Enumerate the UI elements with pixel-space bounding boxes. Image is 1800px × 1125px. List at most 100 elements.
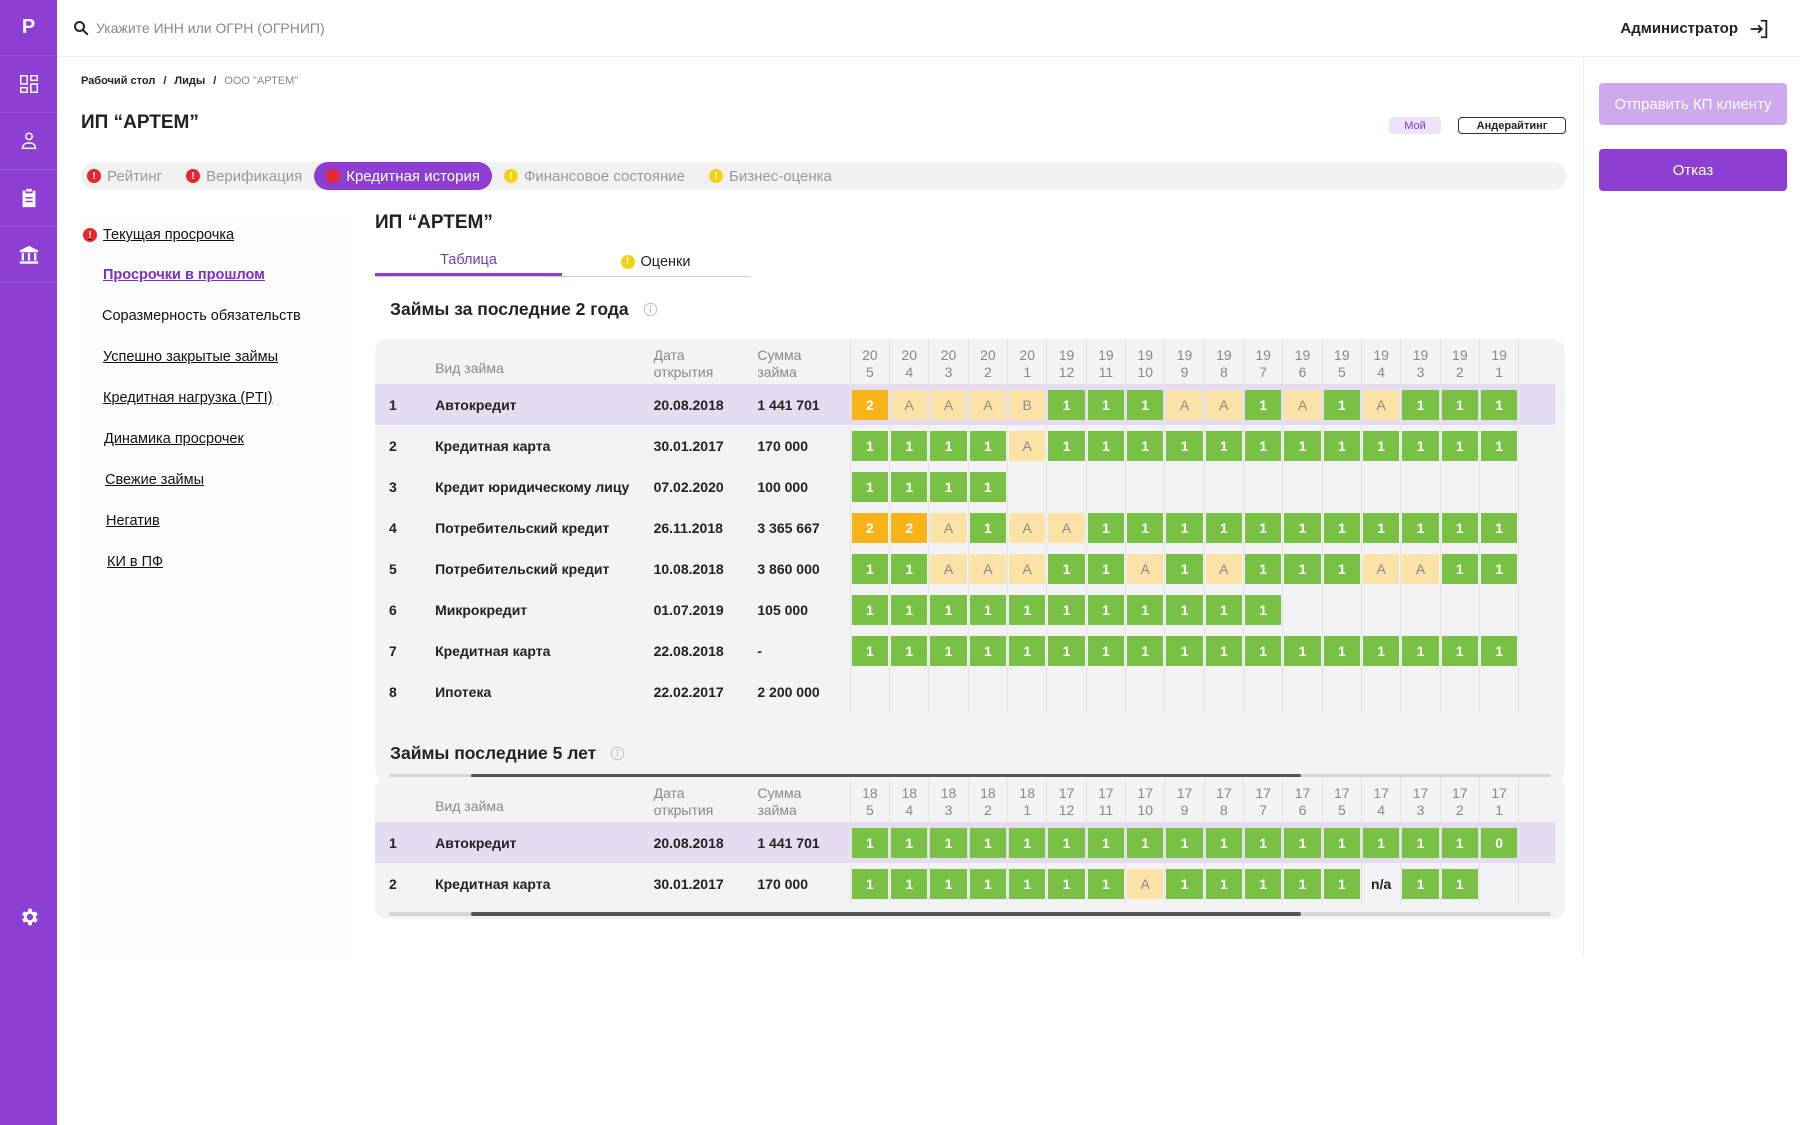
payment-status[interactable]: A <box>1009 512 1046 543</box>
payment-status[interactable]: 1 <box>891 868 928 899</box>
payment-status[interactable]: 1 <box>1205 635 1243 666</box>
payment-status[interactable]: 1 <box>1323 827 1360 858</box>
payment-status[interactable]: 1 <box>1245 512 1282 543</box>
payment-status[interactable]: 1 <box>1480 553 1518 584</box>
payment-status[interactable]: 1 <box>1048 594 1085 625</box>
payment-status[interactable]: 1 <box>1284 868 1321 899</box>
payment-status[interactable]: 1 <box>969 430 1007 461</box>
sidenav-negative[interactable]: Негатив <box>106 513 160 529</box>
payment-status[interactable]: A <box>930 512 967 543</box>
payment-status[interactable]: 1 <box>1402 868 1439 899</box>
payment-status[interactable]: 1 <box>851 553 889 584</box>
payment-status[interactable]: 1 <box>851 827 889 858</box>
payment-status[interactable]: A <box>891 389 928 420</box>
payment-status[interactable]: 1 <box>930 635 967 666</box>
sidenav-pti[interactable]: Кредитная нагрузка (PTI) <box>103 390 273 406</box>
scrollbar-thumb[interactable] <box>471 774 1301 778</box>
payment-status[interactable]: 1 <box>1480 512 1518 543</box>
payment-status[interactable]: 1 <box>1480 635 1518 666</box>
payment-status[interactable]: 1 <box>930 594 967 625</box>
reject-button[interactable]: Отказ <box>1599 149 1787 191</box>
payment-status[interactable]: 0 <box>1480 827 1518 858</box>
payment-status[interactable]: 1 <box>1323 389 1360 420</box>
breadcrumb-desktop[interactable]: Рабочий стол <box>81 75 156 87</box>
payment-status[interactable]: 1 <box>1245 430 1282 461</box>
payment-status[interactable]: 1 <box>1402 389 1439 420</box>
payment-status[interactable]: 1 <box>1323 635 1360 666</box>
payment-status[interactable]: 1 <box>1127 389 1164 420</box>
sidenav-proportionality[interactable]: Соразмерность обязательств <box>102 308 301 324</box>
payment-status[interactable]: 1 <box>891 827 928 858</box>
payment-status[interactable]: 1 <box>891 594 928 625</box>
payment-status[interactable]: 1 <box>851 868 889 899</box>
payment-status[interactable]: 1 <box>1205 868 1243 899</box>
tab-business-assessment[interactable]: ! Бизнес-оценка <box>697 162 844 190</box>
scrollbar-thumb[interactable] <box>471 912 1301 916</box>
payment-status[interactable]: 1 <box>1323 868 1360 899</box>
payment-status[interactable]: A <box>1127 553 1164 584</box>
info-icon[interactable] <box>643 302 658 317</box>
payment-status[interactable]: 1 <box>1127 827 1164 858</box>
tab-rating[interactable]: ! Рейтинг <box>81 162 174 190</box>
logout-icon[interactable] <box>1748 18 1770 40</box>
info-icon[interactable] <box>610 746 625 761</box>
payment-status[interactable]: 1 <box>1284 512 1321 543</box>
nav-settings[interactable] <box>0 888 57 945</box>
payment-status[interactable]: 1 <box>851 594 889 625</box>
payment-status[interactable]: 1 <box>891 635 928 666</box>
payment-status[interactable]: 1 <box>1441 389 1478 420</box>
sidenav-fresh-loans[interactable]: Свежие займы <box>105 472 205 488</box>
sidenav-closed-loans[interactable]: Успешно закрытые займы <box>103 349 279 365</box>
payment-status[interactable]: 1 <box>851 635 889 666</box>
payment-status[interactable]: 1 <box>1245 594 1282 625</box>
payment-status[interactable]: A <box>1363 389 1400 420</box>
payment-status[interactable]: 1 <box>1323 430 1360 461</box>
payment-status[interactable]: A <box>1205 389 1243 420</box>
payment-status[interactable]: 1 <box>1363 512 1400 543</box>
payment-status[interactable]: 1 <box>1087 594 1125 625</box>
payment-status[interactable]: A <box>930 389 967 420</box>
payment-status[interactable]: A <box>1009 430 1046 461</box>
payment-status[interactable]: A <box>969 389 1007 420</box>
payment-status[interactable]: 1 <box>1245 868 1282 899</box>
payment-status[interactable]: A <box>1402 553 1439 584</box>
payment-status[interactable]: 1 <box>1166 827 1203 858</box>
payment-status[interactable]: 1 <box>851 430 889 461</box>
payment-status[interactable]: 1 <box>1048 430 1085 461</box>
payment-status[interactable]: 1 <box>1048 553 1085 584</box>
payment-status[interactable]: 1 <box>1284 430 1321 461</box>
payment-status[interactable]: 1 <box>1205 512 1243 543</box>
payment-status[interactable]: 1 <box>969 635 1007 666</box>
payment-status[interactable]: 1 <box>1087 635 1125 666</box>
payment-status[interactable]: 1 <box>1441 827 1478 858</box>
sidenav-ki-pf[interactable]: КИ в ПФ <box>107 554 164 570</box>
payment-status[interactable]: A <box>1127 868 1164 899</box>
payment-status[interactable]: 1 <box>891 430 928 461</box>
payment-status[interactable]: 1 <box>1284 635 1321 666</box>
nav-tasks[interactable] <box>0 169 57 226</box>
payment-status[interactable]: 1 <box>1402 430 1439 461</box>
nav-users[interactable] <box>0 112 57 169</box>
payment-status[interactable]: 1 <box>1009 594 1046 625</box>
payment-status[interactable]: 1 <box>1480 389 1518 420</box>
payment-status[interactable]: 1 <box>1363 635 1400 666</box>
payment-status[interactable]: 1 <box>1441 512 1478 543</box>
payment-status[interactable]: 1 <box>1166 635 1203 666</box>
payment-status[interactable]: 1 <box>1402 827 1439 858</box>
payment-status[interactable]: 1 <box>891 471 928 502</box>
payment-status[interactable]: 1 <box>1323 512 1360 543</box>
payment-status[interactable]: 1 <box>930 471 967 502</box>
payment-status[interactable]: A <box>1009 553 1046 584</box>
payment-status[interactable]: 1 <box>1087 827 1125 858</box>
payment-status[interactable]: 1 <box>930 827 967 858</box>
payment-status[interactable]: 1 <box>930 430 967 461</box>
payment-status[interactable]: A <box>1205 553 1243 584</box>
payment-status[interactable]: 1 <box>969 827 1007 858</box>
payment-status[interactable]: 1 <box>930 868 967 899</box>
payment-status[interactable]: 1 <box>1048 635 1085 666</box>
payment-status[interactable]: 2 <box>851 389 889 420</box>
payment-status[interactable]: 1 <box>1087 553 1125 584</box>
payment-status[interactable]: 1 <box>1166 553 1203 584</box>
tab-credit-history[interactable]: Кредитная история <box>314 162 492 190</box>
nav-bank[interactable] <box>0 226 57 283</box>
